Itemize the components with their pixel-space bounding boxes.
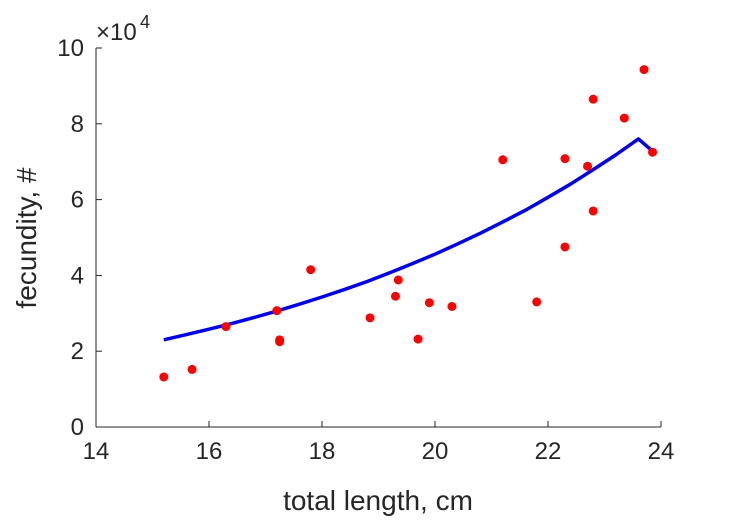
y-axis-label: fecundity, # [11,167,42,309]
y-tick-label: 8 [71,111,84,138]
y-multiplier-exponent: 4 [140,12,150,32]
x-tick-label: 14 [83,438,110,465]
y-tick-label: 6 [71,187,84,214]
data-point [424,298,434,308]
data-point [221,322,231,332]
data-point [365,313,375,323]
data-point [272,306,282,316]
data-point [588,94,598,104]
data-point [639,65,649,75]
y-multiplier-base: ×10 [96,19,137,46]
points-layer [159,65,658,382]
y-tick-label: 2 [71,338,84,365]
data-point [498,155,508,165]
data-point [447,301,457,311]
data-point [306,265,316,275]
fit-curve [163,137,654,342]
x-tick-label: 20 [422,438,449,465]
x-ticks: 14 16 18 20 22 24 [83,421,675,465]
data-point [532,297,542,307]
data-point [159,372,169,382]
data-point [648,147,658,157]
data-point [275,337,285,347]
data-point [619,113,629,123]
fit-layer [163,137,654,342]
y-tick-label: 0 [71,414,84,441]
data-point [393,275,403,285]
x-axis-label: total length, cm [283,485,473,516]
data-point [560,242,570,252]
y-ticks: 0 2 4 6 8 10 [57,35,102,441]
data-point [390,291,400,301]
x-tick-label: 18 [309,438,336,465]
y-tick-label: 10 [57,35,84,62]
x-tick-label: 24 [648,438,675,465]
y-tick-label: 4 [71,262,84,289]
data-point [588,206,598,216]
data-point [560,154,570,164]
data-point [413,334,423,344]
x-tick-label: 22 [535,438,562,465]
x-tick-label: 16 [196,438,223,465]
data-point [583,161,593,171]
axes [95,48,661,428]
data-point [187,364,197,374]
